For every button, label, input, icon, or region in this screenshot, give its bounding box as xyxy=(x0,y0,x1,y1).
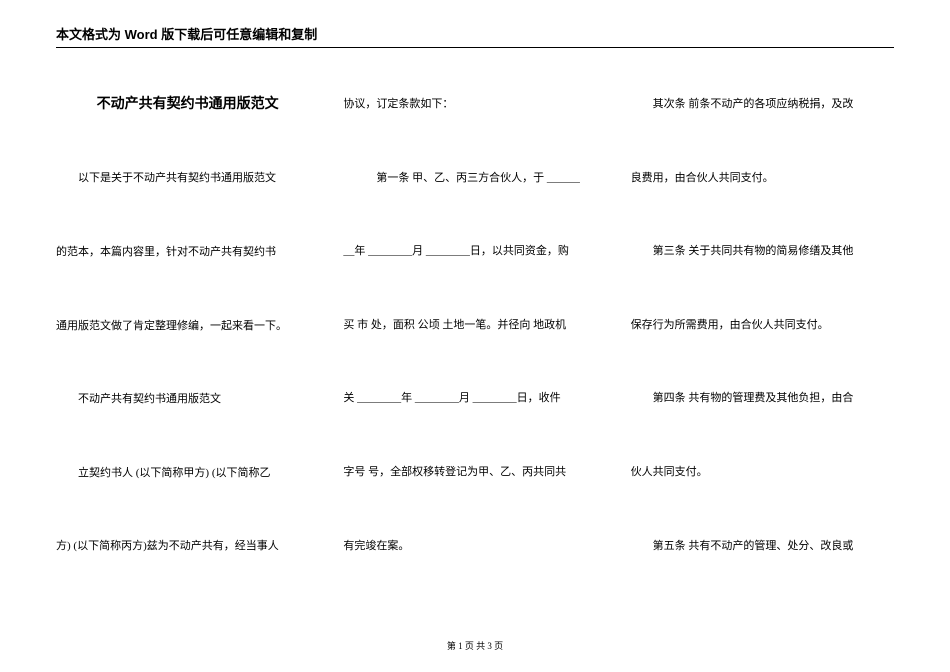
col2-para-7: 有完竣在案。 xyxy=(343,538,606,556)
col2-para-4: 买 市 处，面积 公顷 土地一笔。并径向 地政机 xyxy=(343,317,606,335)
col3-para-3: 第三条 关于共同共有物的简易修缮及其他 xyxy=(631,243,894,261)
col2-para-6: 字号 号，全部权移转登记为甲、乙、丙共同共 xyxy=(343,464,606,482)
col3-para-1: 其次条 前条不动产的各项应纳税捐，及改 xyxy=(631,96,894,114)
header-notice: 本文格式为 Word 版下载后可任意编辑和复制 xyxy=(56,24,894,48)
column-2: 协议，订定条款如下： 第一条 甲、乙、丙三方合伙人，于 ______ __年 _… xyxy=(343,80,606,622)
page-footer: 第 1 页 共 3 页 xyxy=(0,639,950,652)
col2-para-2: 第一条 甲、乙、丙三方合伙人，于 ______ xyxy=(343,170,606,188)
col1-para-5: 立契约书人 (以下简称甲方) (以下简称乙 xyxy=(56,465,319,483)
col3-para-5: 第四条 共有物的管理费及其他负担，由合 xyxy=(631,390,894,408)
col1-para-6: 方) (以下简称丙方)兹为不动产共有，经当事人 xyxy=(56,538,319,556)
col2-para-3: __年 ________月 ________日，以共同资金，购 xyxy=(343,243,606,261)
col2-para-1: 协议，订定条款如下： xyxy=(343,96,606,114)
col1-para-3: 通用版范文做了肯定整理修编，一起来看一下。 xyxy=(56,318,319,336)
col3-para-7: 第五条 共有不动产的管理、处分、改良或 xyxy=(631,538,894,556)
col1-para-1: 以下是关于不动产共有契约书通用版范文 xyxy=(56,170,319,188)
doc-title: 不动产共有契约书通用版范文 xyxy=(56,92,319,114)
col2-para-5: 关 ________年 ________月 ________日，收件 xyxy=(343,390,606,408)
col1-para-4: 不动产共有契约书通用版范文 xyxy=(56,391,319,409)
col3-para-2: 良费用，由合伙人共同支付。 xyxy=(631,170,894,188)
col3-para-4: 保存行为所需费用，由合伙人共同支付。 xyxy=(631,317,894,335)
document-columns: 不动产共有契约书通用版范文 以下是关于不动产共有契约书通用版范文 的范本，本篇内… xyxy=(56,80,894,622)
column-1: 不动产共有契约书通用版范文 以下是关于不动产共有契约书通用版范文 的范本，本篇内… xyxy=(56,80,319,622)
column-3: 其次条 前条不动产的各项应纳税捐，及改 良费用，由合伙人共同支付。 第三条 关于… xyxy=(631,80,894,622)
col1-para-2: 的范本，本篇内容里，针对不动产共有契约书 xyxy=(56,244,319,262)
col3-para-6: 伙人共同支付。 xyxy=(631,464,894,482)
